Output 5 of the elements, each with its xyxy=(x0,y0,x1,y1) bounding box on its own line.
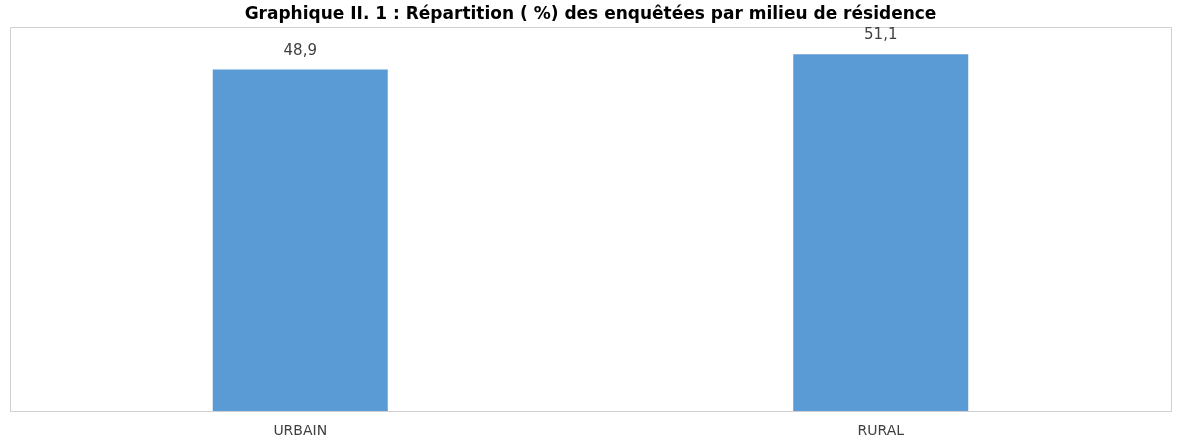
x-tick-label: RURAL xyxy=(857,421,905,438)
chart-title: Graphique II. 1 : Répartition ( %) des enquêtées par milieu de résidence xyxy=(244,3,937,23)
x-tick-label: URBAIN xyxy=(273,421,328,438)
data-label: 48,9 xyxy=(283,40,317,59)
data-label: 51,1 xyxy=(864,25,898,44)
